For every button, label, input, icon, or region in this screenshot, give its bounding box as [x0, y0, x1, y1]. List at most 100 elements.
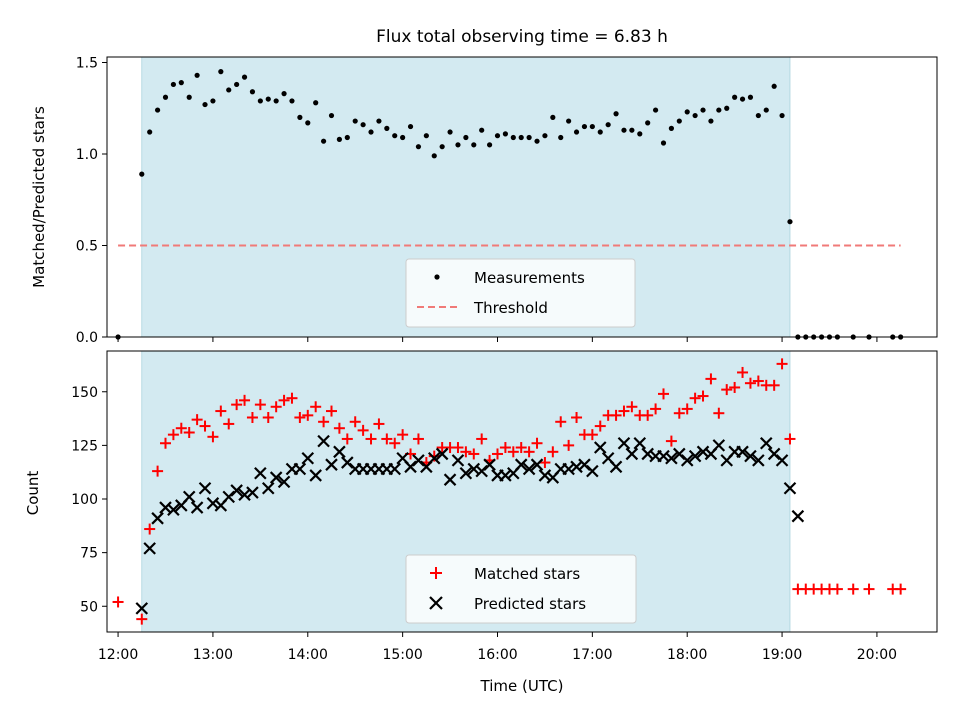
- predicted-star-marker: [206, 497, 220, 510]
- matched-star-marker: [294, 411, 306, 423]
- predicted-star-marker: [696, 445, 710, 459]
- matched-star-marker: [136, 613, 148, 625]
- measurement-point: [352, 118, 358, 124]
- matched-star-marker: [397, 429, 409, 441]
- matched-star-marker: [246, 411, 258, 423]
- measurement-point: [755, 112, 761, 119]
- measurement-point: [692, 112, 698, 119]
- x-tick-label: 15:00: [382, 647, 422, 663]
- matched-star-marker: [831, 583, 843, 595]
- matched-star-marker: [689, 392, 701, 404]
- predicted-star-marker: [538, 469, 552, 482]
- predicted-star-marker: [657, 449, 670, 463]
- matched-star-marker: [847, 583, 859, 595]
- measurement-point: [431, 153, 437, 159]
- legend-label-matched: Matched stars: [474, 565, 580, 583]
- predicted-star-marker: [198, 482, 212, 495]
- predicted-star-marker: [333, 445, 346, 459]
- matched-star-marker: [531, 437, 543, 449]
- ratio-y-tick-label: 1.5: [76, 55, 98, 71]
- measurement-point: [739, 96, 746, 102]
- matched-star-marker: [325, 405, 337, 417]
- measurement-point: [415, 144, 422, 150]
- measurement-point: [218, 69, 224, 75]
- count-y-tick-label: 50: [80, 599, 98, 615]
- predicted-star-marker: [467, 462, 481, 476]
- matched-star-marker: [231, 399, 243, 411]
- x-axis-label: Time (UTC): [480, 677, 564, 695]
- predicted-star-marker: [459, 466, 473, 480]
- measurement-point: [716, 107, 722, 113]
- measurement-point: [518, 134, 524, 141]
- matched-star-marker: [721, 384, 733, 396]
- count-x-axis: 12:00 13:00 14:00 15:00 16:00 17:00 18:00 19:00…: [98, 632, 897, 663]
- measurement-point: [724, 105, 730, 111]
- ratio-y-axis-label: Matched/Predicted stars: [30, 106, 48, 288]
- matched-star-marker: [737, 366, 749, 378]
- measurement-point: [526, 134, 532, 141]
- measurement-point: [700, 107, 706, 113]
- measurement-point: [234, 81, 240, 88]
- matched-star-marker: [286, 392, 298, 404]
- chart-title: Flux total observing time = 6.83 h: [376, 27, 668, 47]
- matched-star-marker: [365, 433, 377, 445]
- matched-star-marker: [571, 411, 583, 423]
- count-y-tick-label: 100: [71, 492, 98, 508]
- predicted-star-marker: [317, 434, 330, 448]
- x-tick-label: 14:00: [288, 647, 328, 663]
- matched-star-marker: [341, 433, 353, 445]
- measurement-point: [257, 98, 263, 104]
- matched-star-marker: [626, 401, 638, 413]
- measurement-point: [400, 134, 406, 141]
- predicted-star-marker: [570, 460, 583, 474]
- measurement-point: [423, 133, 429, 139]
- measurement-point: [502, 131, 508, 137]
- matched-star-marker: [784, 433, 796, 445]
- matched-star-marker: [144, 523, 156, 535]
- measurement-point: [226, 87, 232, 93]
- measurement-point: [566, 118, 572, 124]
- predicted-star-marker: [617, 436, 631, 450]
- matched-star-marker: [357, 424, 369, 436]
- measurement-point: [463, 134, 469, 141]
- measurement-point: [210, 98, 216, 104]
- measurement-point: [273, 98, 279, 104]
- matched-star-marker: [555, 416, 567, 428]
- matched-star-marker: [452, 442, 464, 454]
- matched-star-marker: [175, 422, 187, 434]
- predicted-star-marker: [530, 458, 544, 471]
- predicted-star-marker: [443, 473, 457, 486]
- measurement-point: [486, 142, 493, 148]
- predicted-star-marker: [246, 486, 259, 499]
- ratio-plot-frame: [106, 56, 938, 338]
- predicted-star-marker: [665, 451, 678, 465]
- count-y-tick-label: 150: [71, 385, 98, 401]
- predicted-star-marker: [562, 462, 575, 476]
- matched-star-marker: [349, 416, 361, 428]
- predicted-star-marker: [293, 462, 307, 476]
- predicted-legend-marker: [429, 596, 443, 610]
- matched-star-marker: [539, 457, 551, 469]
- matched-star-marker: [729, 381, 741, 393]
- measurement-point: [439, 144, 445, 150]
- measurement-point: [455, 142, 461, 148]
- measurement-point: [684, 109, 690, 115]
- matched-star-marker: [215, 405, 227, 417]
- matched-star-points: [112, 358, 907, 625]
- matched-star-marker: [657, 388, 669, 400]
- measurement-point: [384, 125, 390, 131]
- matched-star-marker: [610, 409, 622, 421]
- matched-star-marker: [381, 433, 393, 445]
- matched-star-marker: [673, 407, 685, 419]
- matched-star-marker: [412, 433, 424, 445]
- matched-star-marker: [642, 409, 654, 421]
- measurement-point: [613, 111, 619, 117]
- count-y-tick-label: 75: [80, 546, 98, 562]
- measurement-point: [779, 112, 785, 119]
- measurement-point: [637, 131, 643, 137]
- measurement-point: [747, 94, 754, 100]
- measurement-point: [589, 123, 595, 130]
- x-tick-label: 18:00: [667, 647, 707, 663]
- measurement-point: [652, 107, 659, 113]
